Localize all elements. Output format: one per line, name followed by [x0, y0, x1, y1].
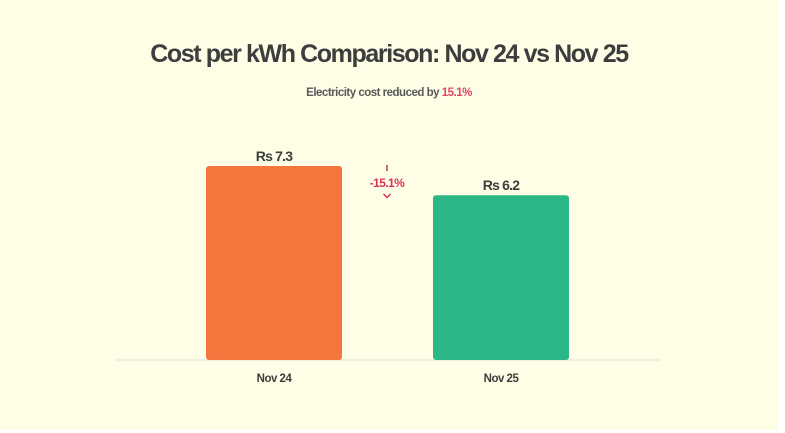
- down-arrow-icon: [382, 193, 392, 199]
- bar-nov-25: [433, 195, 569, 360]
- subtitle-highlight: 15.1%: [441, 87, 473, 99]
- bar-value-label: Rs 6.2: [483, 177, 520, 193]
- change-annotation: -15.1%: [370, 165, 406, 199]
- bar-value-label: Rs 7.3: [256, 148, 293, 164]
- change-label: -15.1%: [370, 176, 405, 190]
- x-tick-label: Nov 25: [484, 373, 520, 385]
- x-tick-label: Nov 24: [257, 373, 293, 385]
- bar-nov-24: [206, 166, 342, 360]
- subtitle-text: Electricity cost reduced by: [306, 87, 442, 99]
- chart-title: Cost per kWh Comparison: Nov 24 vs Nov 2…: [150, 40, 629, 68]
- chart-subtitle: Electricity cost reduced by 15.1%: [0, 87, 778, 99]
